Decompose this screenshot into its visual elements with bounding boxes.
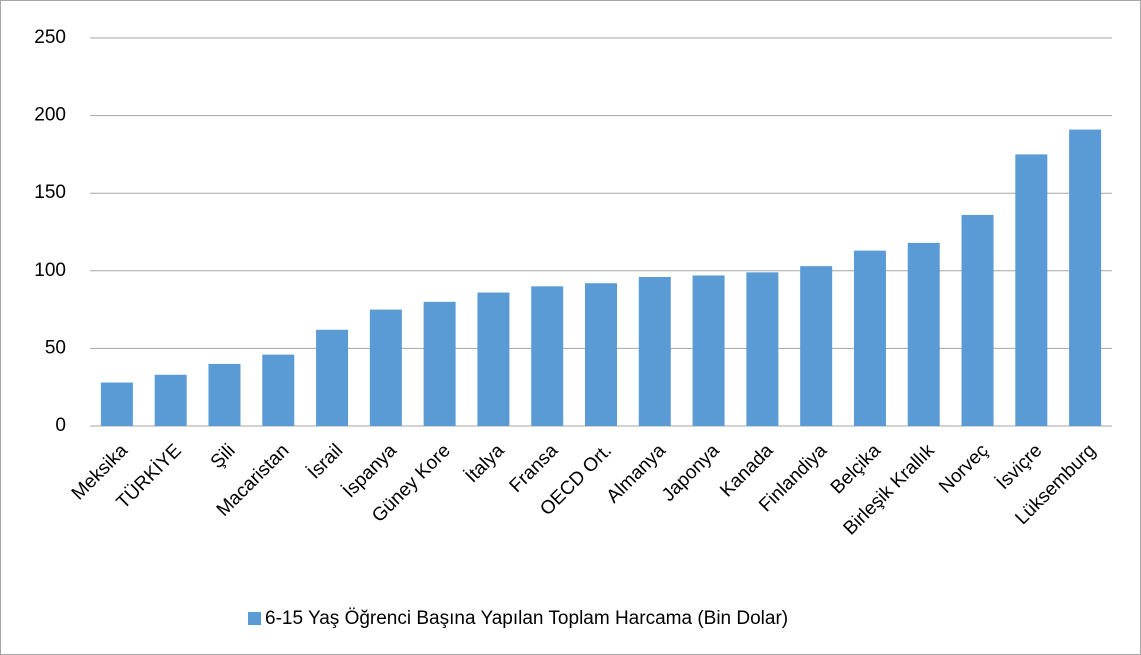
bar <box>585 283 617 426</box>
y-tick-label: 100 <box>34 260 66 281</box>
bar <box>692 275 725 426</box>
bar <box>316 329 349 426</box>
bar <box>638 277 671 426</box>
bar <box>1015 154 1048 426</box>
bar <box>208 363 241 426</box>
bar <box>154 374 187 426</box>
bar <box>477 292 510 426</box>
bar <box>423 301 456 426</box>
bar <box>800 266 833 426</box>
bar <box>369 309 402 426</box>
legend-swatch <box>248 612 261 625</box>
y-tick-label: 200 <box>34 105 66 126</box>
y-tick-label: 50 <box>45 337 66 358</box>
y-tick-label: 250 <box>34 27 66 48</box>
bar <box>531 286 564 426</box>
y-tick-label: 150 <box>34 182 66 203</box>
bar <box>853 250 886 426</box>
y-tick-label: 0 <box>55 415 66 436</box>
bar <box>907 242 940 426</box>
bar <box>1069 129 1102 426</box>
legend-label: 6-15 Yaş Öğrenci Başına Yapılan Toplam H… <box>265 608 788 629</box>
bar <box>100 382 133 426</box>
bar <box>746 272 779 426</box>
bar <box>262 354 295 426</box>
bar <box>961 214 994 426</box>
